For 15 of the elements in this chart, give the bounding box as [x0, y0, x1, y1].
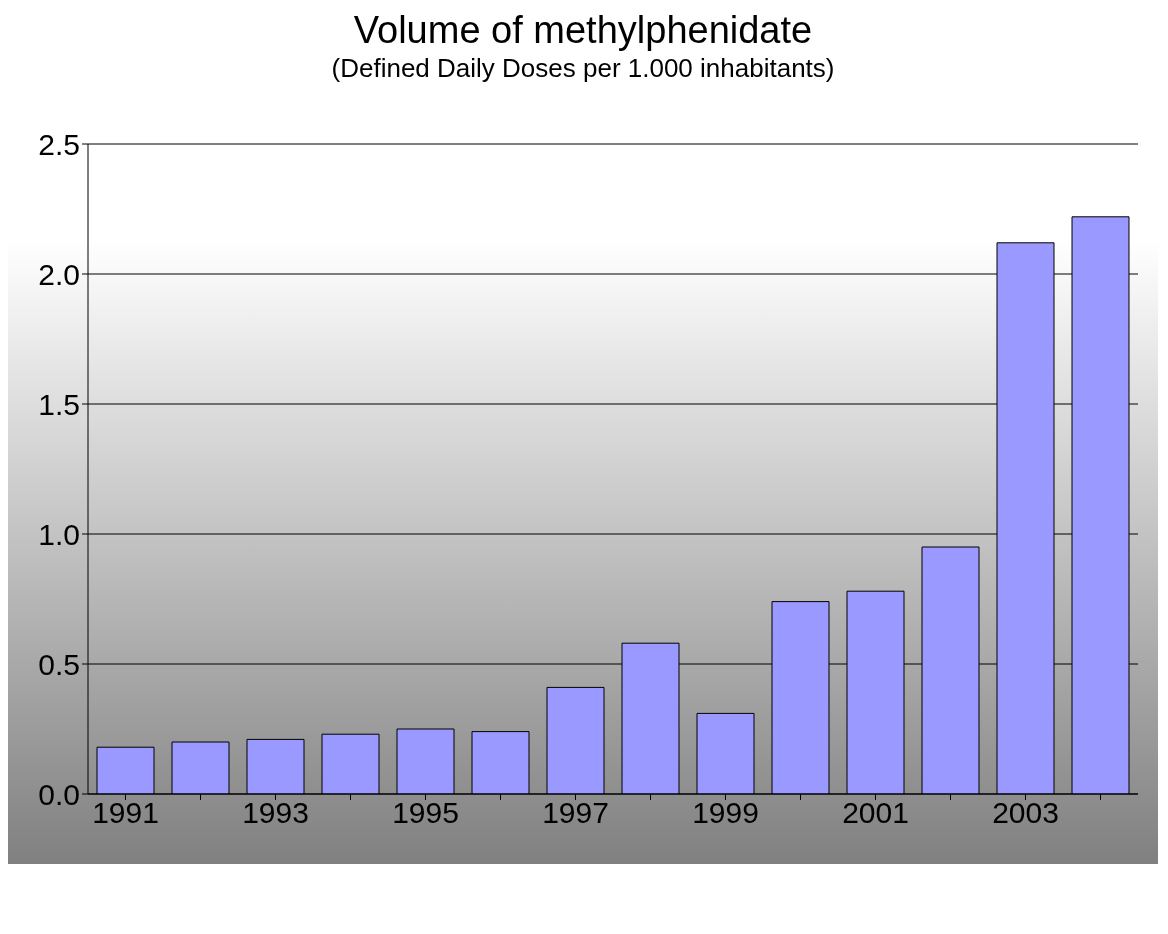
y-tick-label: 0.0 — [38, 777, 80, 811]
x-tick-label: 1991 — [92, 796, 159, 830]
chart-subtitle: (Defined Daily Doses per 1.000 inhabitants) — [330, 52, 836, 84]
y-tick-label: 2.0 — [38, 257, 80, 291]
y-tick-label: 2.5 — [38, 127, 80, 161]
y-tick-label: 1.5 — [38, 387, 80, 421]
x-tick-label: 2003 — [992, 796, 1059, 830]
y-tick-label: 1.0 — [38, 517, 80, 551]
chart-title: Volume of methylphenidate — [352, 8, 814, 52]
x-tick-label: 1993 — [242, 796, 309, 830]
x-tick-label: 1995 — [392, 796, 459, 830]
x-tick-label: 2001 — [842, 796, 909, 830]
y-tick-label: 0.5 — [38, 647, 80, 681]
x-tick-label: 1997 — [542, 796, 609, 830]
x-tick-label: 1999 — [692, 796, 759, 830]
